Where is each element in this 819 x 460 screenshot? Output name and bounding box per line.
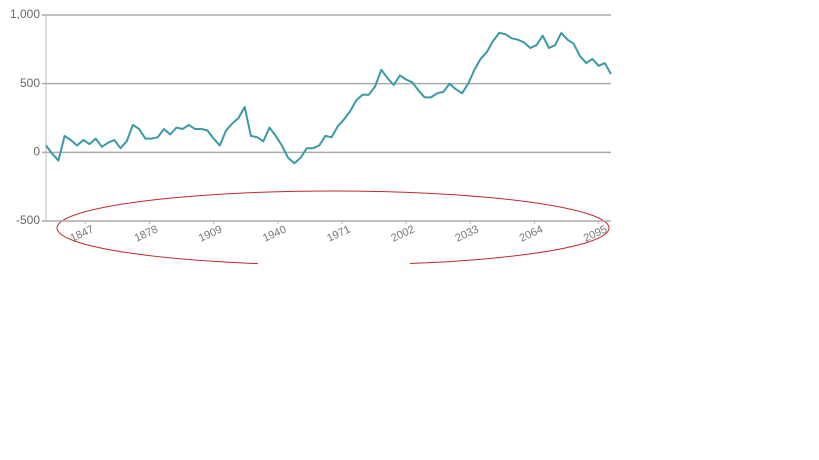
ellipse-gap	[258, 255, 410, 270]
x-tick-label: 1847	[69, 223, 96, 244]
x-tick-label: 1971	[325, 223, 352, 244]
x-tick-label: 2095	[582, 223, 609, 244]
x-tick-label: 2002	[389, 223, 416, 244]
y-tick-label: 1,000	[10, 7, 40, 21]
y-tick-label: -500	[16, 213, 40, 227]
y-tick-label: 0	[33, 145, 40, 159]
x-tick-label: 1878	[133, 223, 160, 244]
x-tick-label: 1909	[197, 223, 224, 244]
annotation-ellipse	[56, 190, 610, 266]
x-tick-label: 2064	[518, 223, 545, 244]
x-tick-label: 2033	[454, 223, 481, 244]
y-tick-label: 500	[20, 76, 40, 90]
x-tick-label: 1940	[261, 223, 288, 244]
data-line	[45, 31, 612, 165]
